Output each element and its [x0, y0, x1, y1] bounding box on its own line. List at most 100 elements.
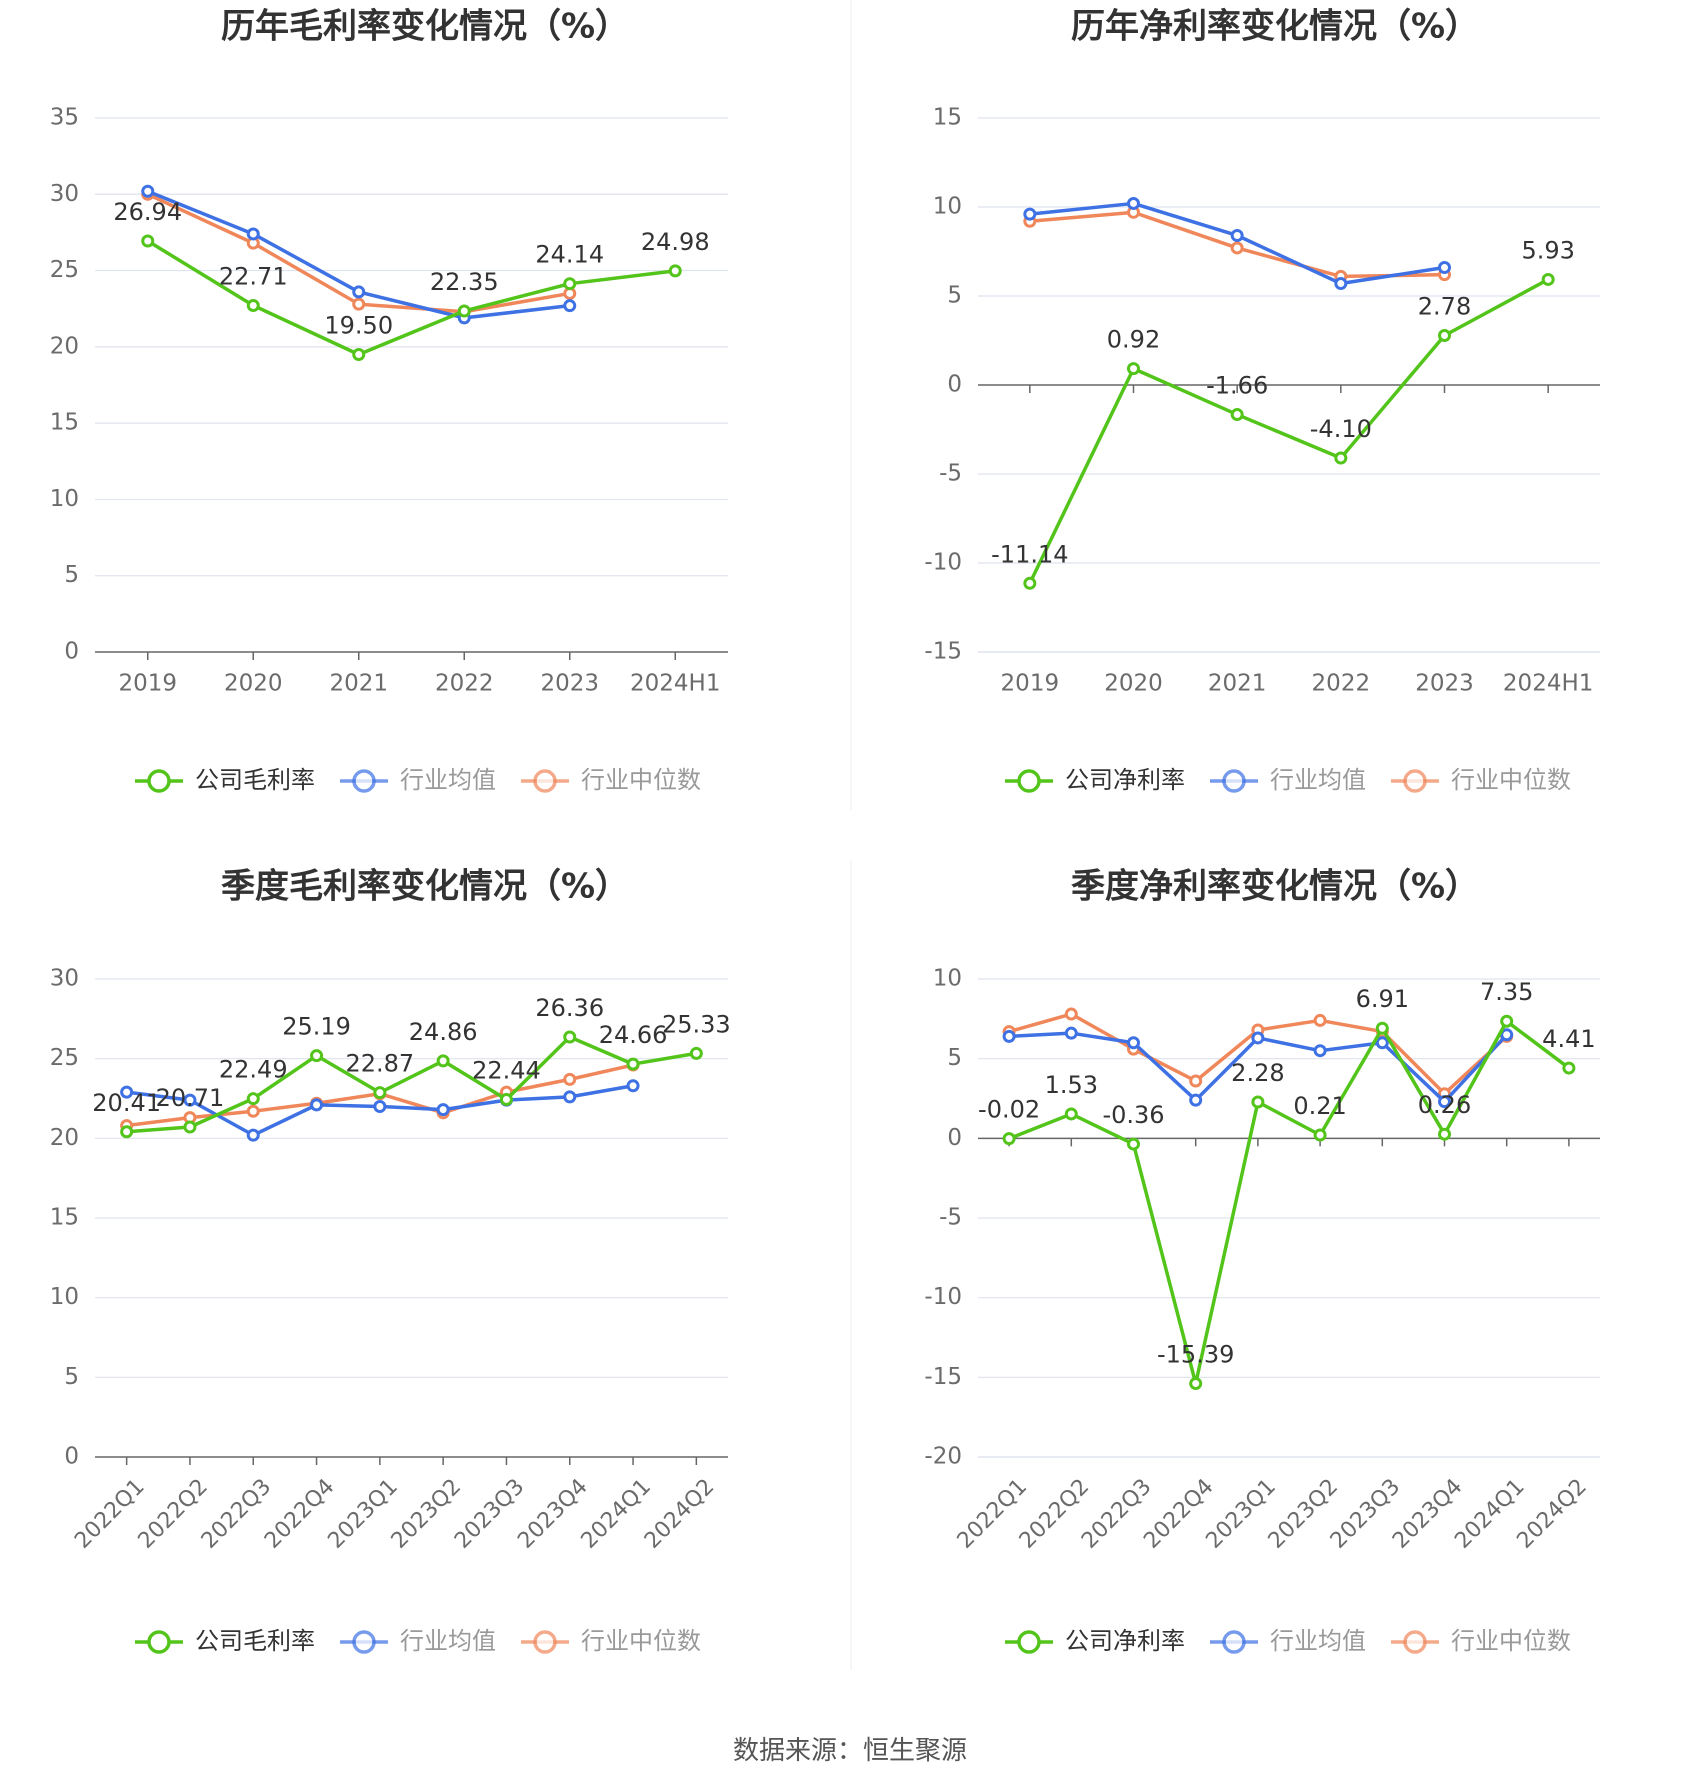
- data-point-company: [1541, 272, 1555, 286]
- data-label: -15.39: [1157, 1341, 1234, 1369]
- legend-marker-icon: [147, 1630, 171, 1654]
- x-tick-label: 2022: [435, 671, 494, 697]
- legend-label: 行业均值: [400, 1627, 496, 1655]
- legend-item-median[interactable]: 行业中位数: [1391, 766, 1571, 794]
- x-tick-label: 2023Q4: [513, 1474, 592, 1553]
- chart-title: 历年毛利率变化情况（%）: [221, 7, 629, 47]
- data-label: 22.49: [219, 1056, 288, 1084]
- y-tick-label: -10: [924, 1284, 962, 1310]
- data-point-avg: [1064, 1026, 1078, 1040]
- data-point-avg: [373, 1099, 387, 1113]
- data-label: 6.91: [1356, 985, 1409, 1013]
- legend-label: 公司毛利率: [195, 766, 315, 794]
- data-point-company: [1002, 1132, 1016, 1146]
- y-tick-label: 0: [64, 639, 79, 665]
- data-point-avg: [1127, 196, 1140, 210]
- quarterly-net-margin-chart: 季度净利率变化情况（%）-20-15-10-505102022Q12022Q22…: [924, 867, 1600, 1655]
- data-point-avg: [1230, 228, 1244, 242]
- data-point-company: [563, 277, 577, 291]
- data-point-median: [1230, 241, 1244, 255]
- series-line-company: [1028, 277, 1549, 585]
- data-source-value: 恒生聚源: [863, 1736, 968, 1766]
- legend-item-median[interactable]: 行业中位数: [521, 1627, 701, 1655]
- data-point-company: [373, 1086, 387, 1100]
- data-label: 0.21: [1293, 1092, 1346, 1120]
- y-tick-label: 10: [933, 966, 962, 992]
- legend-item-median[interactable]: 行业中位数: [1391, 1627, 1571, 1655]
- legend-label: 公司净利率: [1065, 1627, 1185, 1655]
- y-tick-label: 25: [50, 257, 79, 283]
- legend-marker-icon: [1222, 1630, 1246, 1654]
- legend-item-company[interactable]: 公司净利率: [1005, 766, 1185, 794]
- y-tick-label: -15: [924, 1364, 962, 1390]
- data-point-company: [120, 1125, 134, 1139]
- data-label: 26.36: [535, 994, 604, 1022]
- y-tick-label: 5: [947, 1045, 962, 1071]
- y-tick-label: -5: [939, 1205, 962, 1231]
- y-tick-label: 15: [50, 1205, 79, 1231]
- x-tick-label: 2022Q1: [70, 1474, 149, 1553]
- x-tick-label: 2023Q2: [387, 1474, 466, 1553]
- legend-marker-icon: [1403, 769, 1427, 793]
- data-label: 22.87: [345, 1050, 414, 1078]
- legend-item-avg[interactable]: 行业均值: [340, 1627, 496, 1655]
- legend-marker-icon: [1222, 769, 1246, 793]
- series-line-company: [126, 1035, 697, 1134]
- chart-title: 季度毛利率变化情况（%）: [221, 867, 629, 907]
- data-point-company: [183, 1120, 197, 1134]
- legend-item-median[interactable]: 行业中位数: [521, 766, 701, 794]
- x-tick-label: 2021: [329, 671, 388, 697]
- legend-marker-icon: [147, 769, 171, 793]
- data-point-company: [563, 1030, 577, 1044]
- legend-item-company[interactable]: 公司毛利率: [135, 766, 315, 794]
- data-label: 2.28: [1231, 1059, 1284, 1087]
- x-tick-label: 2021: [1208, 671, 1267, 697]
- x-tick-label: 2019: [1001, 671, 1060, 697]
- data-label: -0.36: [1102, 1101, 1164, 1129]
- data-label: 26.94: [113, 198, 182, 226]
- y-tick-label: 5: [64, 1364, 79, 1390]
- y-tick-label: -20: [924, 1444, 962, 1470]
- data-point-company: [141, 234, 155, 248]
- data-point-median: [1313, 1013, 1327, 1027]
- y-tick-label: 25: [50, 1045, 79, 1071]
- data-point-median: [352, 297, 366, 311]
- data-point-company: [1230, 408, 1244, 422]
- y-tick-label: 15: [50, 410, 79, 436]
- data-point-avg: [352, 285, 366, 299]
- x-tick-label: 2023: [1415, 671, 1474, 697]
- data-point-company: [1064, 1107, 1078, 1121]
- data-label: 1.53: [1045, 1071, 1098, 1099]
- legend-item-avg[interactable]: 行业均值: [1210, 1627, 1366, 1655]
- data-point-avg: [1127, 1036, 1140, 1050]
- data-label: 0.92: [1107, 326, 1160, 354]
- data-label: 19.50: [324, 311, 393, 339]
- data-point-company: [1438, 329, 1451, 343]
- data-label: -11.14: [991, 540, 1068, 568]
- y-tick-label: 0: [64, 1444, 79, 1470]
- y-tick-label: 10: [933, 194, 962, 220]
- legend-label: 行业中位数: [581, 1627, 701, 1655]
- x-tick-label: 2024Q2: [640, 1474, 719, 1553]
- x-tick-label: 2024H1: [630, 671, 720, 697]
- x-tick-label: 2022Q2: [134, 1474, 213, 1553]
- data-point-avg: [141, 184, 155, 198]
- data-point-avg: [1334, 277, 1348, 291]
- legend-item-company[interactable]: 公司净利率: [1005, 1627, 1185, 1655]
- x-tick-label: 2022Q4: [260, 1474, 339, 1553]
- data-point-avg: [563, 299, 577, 313]
- legend-item-company[interactable]: 公司毛利率: [135, 1627, 315, 1655]
- chart-title: 季度净利率变化情况（%）: [1071, 867, 1479, 907]
- legend-item-avg[interactable]: 行业均值: [340, 766, 496, 794]
- data-point-avg: [1438, 261, 1451, 275]
- data-point-company: [1313, 1128, 1327, 1142]
- data-point-avg: [626, 1079, 640, 1093]
- data-point-avg: [1500, 1028, 1514, 1042]
- y-tick-label: 5: [947, 283, 962, 309]
- data-label: 4.41: [1542, 1025, 1595, 1053]
- data-point-median: [246, 1104, 260, 1118]
- legend-item-avg[interactable]: 行业均值: [1210, 766, 1366, 794]
- x-tick-label: 2019: [118, 671, 177, 697]
- data-point-company: [436, 1054, 450, 1068]
